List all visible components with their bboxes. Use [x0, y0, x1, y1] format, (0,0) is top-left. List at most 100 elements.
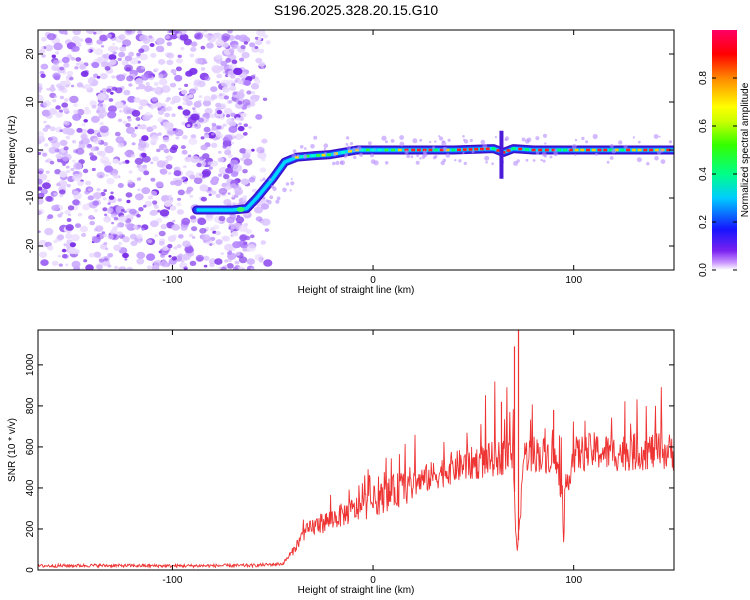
noise-dot	[99, 73, 108, 80]
ridge-hotspot	[462, 148, 467, 151]
noise-dot	[101, 54, 108, 59]
noise-dot	[180, 107, 184, 110]
noise-dot	[245, 235, 251, 241]
noise-dot	[121, 60, 129, 66]
noise-dot	[262, 34, 269, 39]
noise-dot	[79, 64, 87, 70]
noise-dot	[243, 223, 249, 227]
plot-frame	[37, 329, 675, 571]
noise-dot	[138, 48, 145, 54]
ridge-scatter	[553, 151, 558, 157]
noise-dot	[140, 140, 147, 145]
ridge-scatter	[265, 199, 269, 203]
ridge-scatter	[282, 187, 287, 193]
ridge-scatter	[525, 158, 529, 162]
noise-dot	[231, 117, 235, 121]
noise-dot	[119, 46, 127, 52]
noise-dot	[111, 75, 116, 79]
noise-dot	[100, 90, 104, 93]
ridge-scatter	[419, 157, 422, 160]
noise-dot	[105, 247, 109, 251]
noise-dot	[84, 37, 93, 44]
ridge-hotspot	[631, 148, 636, 152]
noise-dot	[163, 148, 170, 154]
noise-dot	[232, 135, 237, 139]
noise-dot	[158, 241, 165, 246]
noise-dot	[103, 189, 107, 193]
noise-dot	[212, 230, 217, 234]
noise-dot	[176, 202, 182, 207]
noise-dot	[193, 79, 202, 86]
noise-dot	[138, 83, 146, 90]
ridge-scatter	[656, 150, 662, 155]
noise-dot	[190, 155, 200, 163]
noise-dot	[144, 115, 151, 121]
ridge-scatter	[285, 182, 290, 186]
noise-dot	[155, 45, 165, 53]
noise-dot	[234, 133, 243, 140]
noise-dot	[141, 227, 145, 231]
noise-dot	[243, 79, 251, 86]
noise-dot	[221, 182, 228, 188]
noise-dot	[233, 164, 243, 172]
ridge-scatter	[544, 142, 547, 145]
noise-dot	[250, 234, 255, 239]
noise-dot	[111, 221, 115, 225]
noise-dot	[146, 126, 154, 133]
noise-dot	[149, 220, 159, 228]
noise-dot	[116, 74, 126, 82]
noise-dot	[79, 225, 88, 233]
noise-dot	[63, 62, 70, 68]
ridge-scatter	[653, 134, 659, 139]
ridge-hotspot	[474, 147, 479, 151]
noise-dot	[72, 113, 82, 121]
noise-dot	[126, 30, 132, 34]
noise-dot	[231, 196, 236, 200]
noise-dot	[174, 179, 183, 187]
noise-dot	[165, 156, 169, 159]
noise-dot	[243, 158, 253, 166]
ridge-scatter	[304, 147, 307, 150]
noise-dot	[141, 135, 149, 142]
ridge-scatter	[447, 138, 451, 142]
noise-dot	[222, 235, 231, 242]
ridge-hotspot	[348, 149, 352, 153]
ridge-scatter	[540, 158, 543, 162]
noise-dot	[118, 241, 123, 246]
noise-dot	[73, 109, 79, 115]
noise-dot	[47, 214, 54, 220]
noise-dot	[40, 73, 46, 79]
noise-dot	[166, 122, 174, 129]
noise-dot	[66, 169, 71, 174]
noise-dot	[150, 177, 156, 182]
colorbar-tick-label: 0.4	[698, 167, 709, 181]
noise-dot	[145, 82, 150, 86]
noise-dot	[146, 265, 152, 270]
noise-dot	[61, 102, 69, 108]
noise-dot	[233, 67, 243, 76]
noise-dot	[243, 41, 248, 45]
noise-dot	[47, 245, 54, 251]
noise-dot	[38, 131, 45, 139]
noise-dot	[154, 234, 158, 237]
noise-dot	[120, 208, 125, 212]
noise-dot	[186, 124, 191, 128]
noise-dot	[156, 160, 166, 168]
noise-dot	[96, 233, 105, 240]
ridge-hotspot	[236, 207, 245, 213]
noise-dot	[209, 227, 215, 232]
noise-dot	[151, 96, 158, 102]
colorbar-tick-label: 0.2	[698, 215, 709, 229]
noise-dot	[196, 162, 202, 168]
noise-dot	[234, 260, 240, 265]
noise-dot	[219, 93, 223, 97]
noise-dot	[104, 213, 108, 217]
noise-dot	[188, 88, 196, 95]
noise-dot	[177, 189, 185, 196]
ridge-scatter	[553, 149, 557, 152]
noise-dot	[114, 131, 121, 137]
noise-dot	[215, 130, 221, 136]
noise-dot	[238, 256, 248, 264]
ridge-scatter	[410, 155, 414, 159]
noise-dot	[208, 166, 213, 170]
